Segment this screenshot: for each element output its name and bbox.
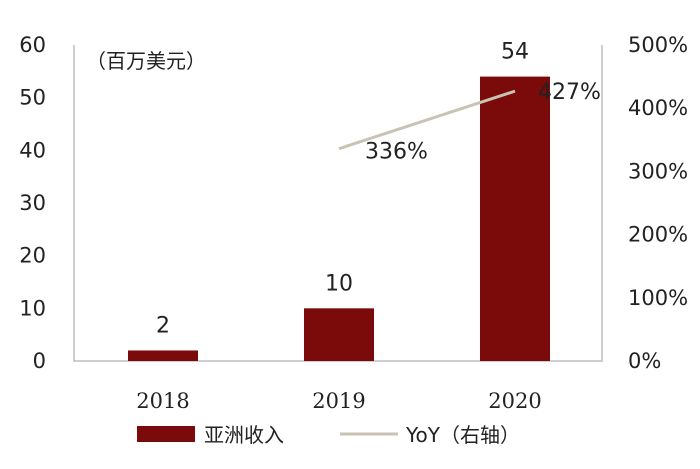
left-tick-label: 10 [19,296,46,320]
right-axis-ticks: 0% 100% 200% 300% 400% 500% [628,33,688,373]
right-tick-label: 500% [628,33,688,57]
bar-2018 [128,350,198,361]
left-axis-ticks: 0 10 20 30 40 50 60 [19,33,46,373]
right-tick-label: 0% [628,349,661,373]
category-label: 2019 [312,389,365,413]
category-label: 2020 [488,389,541,413]
category-labels: 2018 2019 2020 [136,389,541,413]
left-tick-label: 30 [19,191,46,215]
left-tick-label: 50 [19,86,46,110]
right-tick-label: 200% [628,223,688,247]
bar-value-label: 54 [501,40,529,65]
bar-2020 [480,76,550,361]
yoy-value-label: 336% [365,140,428,165]
left-tick-label: 60 [19,33,46,57]
legend-bar-swatch [137,426,195,442]
left-tick-label: 0 [33,349,46,373]
line-series [338,89,516,151]
right-tick-label: 400% [628,96,688,120]
bar-2019 [304,308,374,361]
legend-bar-label: 亚洲收入 [204,423,284,447]
left-tick-label: 20 [19,244,46,268]
bar-value-label: 10 [325,271,353,296]
yoy-value-label: 427% [538,80,601,105]
line-data-labels: 336% 427% [365,80,601,165]
yoy-line [338,89,516,151]
right-tick-label: 300% [628,159,688,183]
right-tick-label: 100% [628,286,688,310]
unit-label: （百万美元） [86,49,206,73]
left-tick-label: 40 [19,138,46,162]
category-label: 2018 [136,389,189,413]
legend: 亚洲收入 YoY（右轴） [137,423,520,447]
bar-series [128,76,550,361]
bar-data-labels: 2 10 54 [156,40,529,339]
bar-value-label: 2 [156,313,170,338]
legend-line-label: YoY（右轴） [405,423,520,447]
